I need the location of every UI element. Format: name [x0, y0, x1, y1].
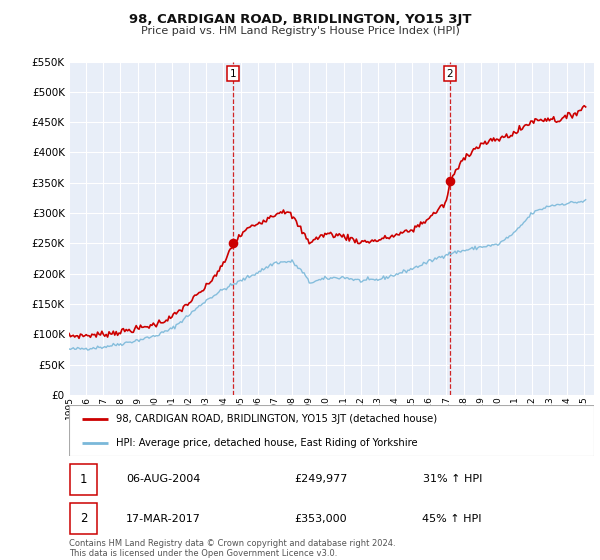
Point: [445, 176, 455, 185]
Bar: [70, 464, 97, 494]
Text: 45% ↑ HPI: 45% ↑ HPI: [422, 514, 482, 524]
Bar: [70, 503, 97, 534]
Text: HPI: Average price, detached house, East Riding of Yorkshire: HPI: Average price, detached house, East…: [116, 438, 418, 448]
Text: 2: 2: [80, 512, 88, 525]
Text: £249,977: £249,977: [295, 474, 347, 484]
Text: 2: 2: [447, 69, 454, 79]
Text: £353,000: £353,000: [295, 514, 347, 524]
Point: [229, 239, 238, 248]
Text: 17-MAR-2017: 17-MAR-2017: [126, 514, 201, 524]
Text: 1: 1: [80, 473, 88, 486]
Text: This data is licensed under the Open Government Licence v3.0.: This data is licensed under the Open Gov…: [69, 549, 337, 558]
Text: 98, CARDIGAN ROAD, BRIDLINGTON, YO15 3JT: 98, CARDIGAN ROAD, BRIDLINGTON, YO15 3JT: [129, 13, 471, 26]
Text: 06-AUG-2004: 06-AUG-2004: [127, 474, 200, 484]
Text: 31% ↑ HPI: 31% ↑ HPI: [422, 474, 482, 484]
Text: Contains HM Land Registry data © Crown copyright and database right 2024.: Contains HM Land Registry data © Crown c…: [69, 539, 395, 548]
Text: Price paid vs. HM Land Registry's House Price Index (HPI): Price paid vs. HM Land Registry's House …: [140, 26, 460, 36]
Text: 98, CARDIGAN ROAD, BRIDLINGTON, YO15 3JT (detached house): 98, CARDIGAN ROAD, BRIDLINGTON, YO15 3JT…: [116, 414, 437, 424]
Text: 1: 1: [230, 69, 236, 79]
